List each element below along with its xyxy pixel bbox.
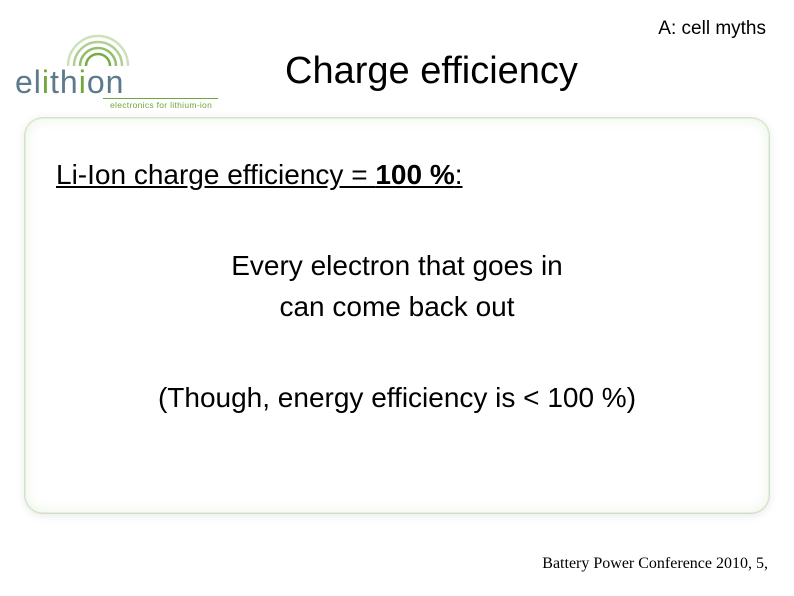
logo-divider — [103, 98, 218, 99]
center-line-1: Every electron that goes in — [56, 246, 738, 287]
center-block: Every electron that goes in can come bac… — [56, 246, 738, 327]
logo-part-2: i — [42, 64, 50, 100]
page-title: Charge efficiency — [285, 50, 578, 93]
center-line-2: can come back out — [56, 287, 738, 328]
brand-logo: elithion electronics for lithium-ion — [15, 30, 220, 105]
logo-tagline: electronics for lithium-ion — [110, 100, 212, 110]
footer-text: Battery Power Conference 2010, 5, — [542, 555, 768, 573]
main-statement: Li-Ion charge efficiency = 100 %: — [56, 159, 738, 191]
header: elithion electronics for lithium-ion A: … — [0, 0, 794, 120]
breadcrumb: A: cell myths — [658, 18, 766, 40]
statement-prefix: Li-Ion charge efficiency = — [56, 159, 375, 190]
statement-suffix: : — [455, 159, 463, 190]
logo-part-3: th — [50, 64, 79, 100]
statement-value: 100 % — [375, 159, 454, 190]
logo-part-4: i — [79, 64, 87, 100]
logo-part-5: on — [87, 64, 125, 100]
content-card: Li-Ion charge efficiency = 100 %: Every … — [25, 118, 769, 513]
note-text: (Though, energy efficiency is < 100 %) — [56, 382, 738, 414]
logo-wordmark: elithion — [15, 64, 124, 101]
logo-arcs-icon — [63, 30, 133, 68]
logo-part-1: el — [15, 64, 42, 100]
